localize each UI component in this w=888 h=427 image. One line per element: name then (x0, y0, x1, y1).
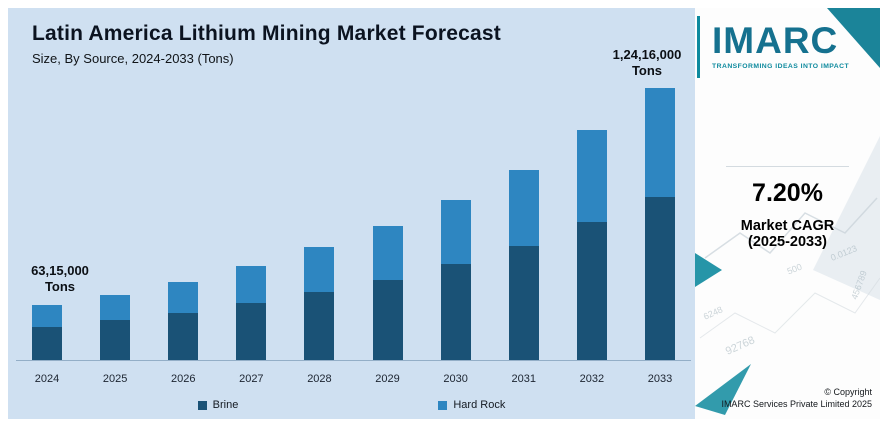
annotation-2033-value: 1,24,16,000 (612, 46, 682, 62)
bar-segment-hard-rock (372, 226, 403, 280)
bar-segment-hard-rock (32, 305, 62, 327)
bar-group-2032 (576, 130, 607, 360)
bar-segment-hard-rock (508, 170, 539, 246)
chart-panel: Latin America Lithium Mining Market Fore… (8, 8, 695, 419)
annotation-2024-unit: Tons (44, 278, 76, 294)
bar-segment-brine (440, 264, 471, 360)
bar-group-2026 (168, 282, 199, 360)
chart-legend: Brine Hard Rock (8, 399, 695, 411)
annotation-2033-total: 1,24,16,000 Tons (601, 47, 693, 80)
page-subtitle: Size, By Source, 2024-2033 (Tons) (32, 51, 234, 66)
legend-item-hard-rock: Hard Rock (438, 399, 505, 411)
legend-label-brine: Brine (212, 399, 239, 411)
imarc-tagline: TRANSFORMING IDEAS INTO IMPACT (712, 63, 850, 70)
copyright-line2: IMARC Services Private Limited 2025 (721, 399, 872, 410)
brand-sidebar: 500 0.0123 456789 92768 6248 IMARC TRANS… (695, 8, 880, 419)
x-axis-label-2024: 2024 (34, 373, 60, 385)
bar-chart-plot-area (18, 70, 689, 360)
x-axis-label-2031: 2031 (511, 373, 536, 385)
x-axis-label-2026: 2026 (170, 373, 196, 385)
cagr-divider (726, 166, 849, 167)
annotation-2024-total: 63,15,000 Tons (12, 263, 108, 296)
bar-segment-brine (100, 320, 131, 360)
copyright-notice: © Copyright IMARC Services Private Limit… (721, 386, 872, 411)
hard-rock-swatch-icon (438, 400, 448, 410)
x-axis-labels: 2024 2025 2026 2027 2028 2029 2030 2031 2032 2033 (18, 373, 689, 385)
x-axis-baseline (16, 360, 691, 361)
bar-segment-brine (236, 303, 267, 360)
cagr-value: 7.20% (752, 179, 823, 207)
page-title: Latin America Lithium Mining Market Fore… (32, 22, 501, 45)
bar-segment-brine (168, 313, 199, 360)
bar-segment-brine (372, 280, 403, 360)
x-axis-label-2030: 2030 (443, 373, 468, 385)
x-axis-label-2025: 2025 (102, 373, 128, 385)
annotation-2033-unit: Tons (631, 62, 663, 78)
bar-segment-brine (576, 222, 607, 360)
bar-group-2031 (508, 170, 539, 360)
bar-group-2029 (372, 226, 403, 360)
x-axis-label-2028: 2028 (307, 373, 332, 385)
cagr-block: 7.20% Market CAGR (2025-2033) (695, 166, 880, 250)
bar-segment-hard-rock (304, 247, 335, 292)
imarc-logo: IMARC TRANSFORMING IDEAS INTO IMPACT (697, 16, 880, 78)
imarc-logo-text: IMARC (712, 20, 839, 61)
bar-group-2033 (644, 88, 675, 360)
copyright-line1: © Copyright (824, 386, 872, 397)
decorative-finance-graphic (695, 8, 880, 415)
bar-segment-hard-rock (236, 266, 267, 303)
bar-segment-hard-rock (100, 295, 131, 320)
legend-item-brine: Brine (197, 399, 239, 411)
bar-segment-brine (32, 327, 62, 360)
cagr-period: (2025-2033) (748, 234, 827, 250)
bar-segment-hard-rock (644, 88, 675, 197)
x-axis-label-2029: 2029 (375, 373, 400, 385)
bar-group-2027 (236, 266, 267, 360)
bar-segment-brine (304, 292, 335, 360)
bar-group-2030 (440, 200, 471, 360)
bar-segment-hard-rock (440, 200, 471, 264)
bar-segment-brine (508, 246, 539, 360)
bar-segment-brine (644, 197, 675, 360)
x-axis-label-2033: 2033 (647, 373, 673, 385)
x-axis-label-2032: 2032 (579, 373, 605, 385)
legend-label-hard-rock: Hard Rock (453, 399, 506, 411)
bar-group-2024 (32, 305, 62, 360)
bar-segment-hard-rock (168, 282, 199, 313)
brine-swatch-icon (197, 400, 207, 410)
cagr-label: Market CAGR (740, 218, 835, 234)
annotation-2024-value: 63,15,000 (31, 262, 89, 278)
bar-group-2028 (304, 247, 335, 360)
x-axis-label-2027: 2027 (239, 373, 264, 385)
chart-titles: Latin America Lithium Mining Market Fore… (8, 8, 695, 66)
bar-group-2025 (100, 295, 131, 360)
bar-segment-hard-rock (576, 130, 607, 222)
